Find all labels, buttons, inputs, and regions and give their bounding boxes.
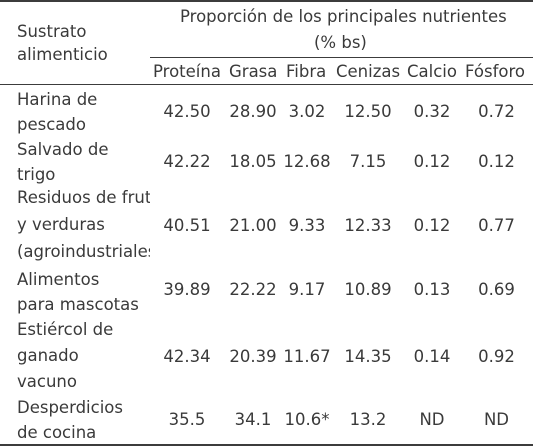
row-4-calcio: 0.13 [413, 280, 451, 299]
row-5-name-line-3: vacuno [17, 372, 77, 391]
top-rule [0, 0, 533, 2]
header-bottom-rule [0, 84, 533, 85]
row-3-name-clip: Residuos de fruta y verduras (agroindust… [0, 188, 150, 268]
row-2-fosforo: 0.12 [478, 152, 515, 171]
col-header-grasa: Grasa [229, 62, 278, 81]
row-4-fosforo: 0.69 [478, 280, 515, 299]
row-3-calcio: 0.12 [413, 216, 451, 235]
row-4-cenizas: 10.89 [344, 280, 392, 299]
row-6-calcio: ND [419, 410, 445, 429]
row-6-proteina: 35.5 [168, 410, 206, 429]
row-5-calcio: 0.14 [413, 347, 451, 366]
row-2-cenizas: 7.15 [349, 152, 387, 171]
row-1-proteina: 42.50 [163, 102, 211, 121]
row-3-grasa: 21.00 [229, 216, 277, 235]
row-4-grasa: 22.22 [229, 280, 277, 299]
row-2-name-line-1: Salvado de [17, 140, 109, 159]
row-6-fibra: 10.6* [284, 410, 330, 429]
row-5-proteina: 42.34 [163, 347, 211, 366]
row-4-name-line-1: Alimentos [17, 270, 100, 289]
row-6-cenizas: 13.2 [349, 410, 387, 429]
row-1-calcio: 0.32 [413, 102, 451, 121]
row-1-fosforo: 0.72 [478, 102, 515, 121]
row-5-name-line-1: Estiércol de [17, 320, 114, 339]
row-4-proteina: 39.89 [163, 280, 211, 299]
row-6-name-line-2: de cocina [17, 423, 97, 442]
group-header-rule [150, 57, 533, 58]
col-header-fibra: Fibra [286, 62, 327, 81]
row-3-name-line-1: Residuos de fruta [17, 188, 150, 207]
row-1-cenizas: 12.50 [344, 102, 392, 121]
row-2-fibra: 12.68 [283, 152, 331, 171]
row-6-name-line-1: Desperdicios [17, 398, 123, 417]
row-2-name-line-2: trigo [17, 165, 56, 184]
col-header-cenizas: Cenizas [336, 62, 401, 81]
row-2-grasa: 18.05 [229, 152, 277, 171]
header-group-title-line-2: (% bs) [314, 33, 367, 52]
row-3-name-line-2: y verduras [17, 215, 105, 234]
row-1-name-line-2: pescado [17, 115, 86, 134]
row-3-fosforo: 0.77 [478, 216, 515, 235]
header-group-title-line-1: Proporción de los principales nutrientes [180, 7, 507, 26]
row-5-cenizas: 14.35 [344, 347, 392, 366]
row-6-grasa: 34.1 [234, 410, 272, 429]
row-3-proteina: 40.51 [163, 216, 211, 235]
row-2-proteina: 42.22 [163, 152, 211, 171]
row-3-fibra: 9.33 [288, 216, 326, 235]
row-2-calcio: 0.12 [413, 152, 451, 171]
row-3-cenizas: 12.33 [344, 216, 392, 235]
col-header-proteina: Proteína [153, 62, 221, 81]
row-6-fosforo: ND [483, 410, 510, 429]
row-1-fibra: 3.02 [288, 102, 326, 121]
header-sustrato-line-2: alimenticio [17, 45, 108, 64]
row-4-name-line-2: para mascotas [17, 295, 139, 314]
header-sustrato-line-1: Sustrato [17, 22, 87, 41]
row-5-grasa: 20.39 [229, 347, 277, 366]
row-5-name-line-2: ganado [17, 346, 79, 365]
col-header-calcio: Calcio [407, 62, 457, 81]
row-3-name-line-3: (agroindustriales) [17, 242, 150, 261]
row-1-grasa: 28.90 [229, 102, 277, 121]
row-5-fosforo: 0.92 [478, 347, 515, 366]
row-5-fibra: 11.67 [283, 347, 331, 366]
row-4-fibra: 9.17 [288, 280, 326, 299]
col-header-fosforo: Fósforo [465, 62, 526, 81]
bottom-rule [0, 444, 533, 446]
row-1-name-line-1: Harina de [17, 90, 98, 109]
